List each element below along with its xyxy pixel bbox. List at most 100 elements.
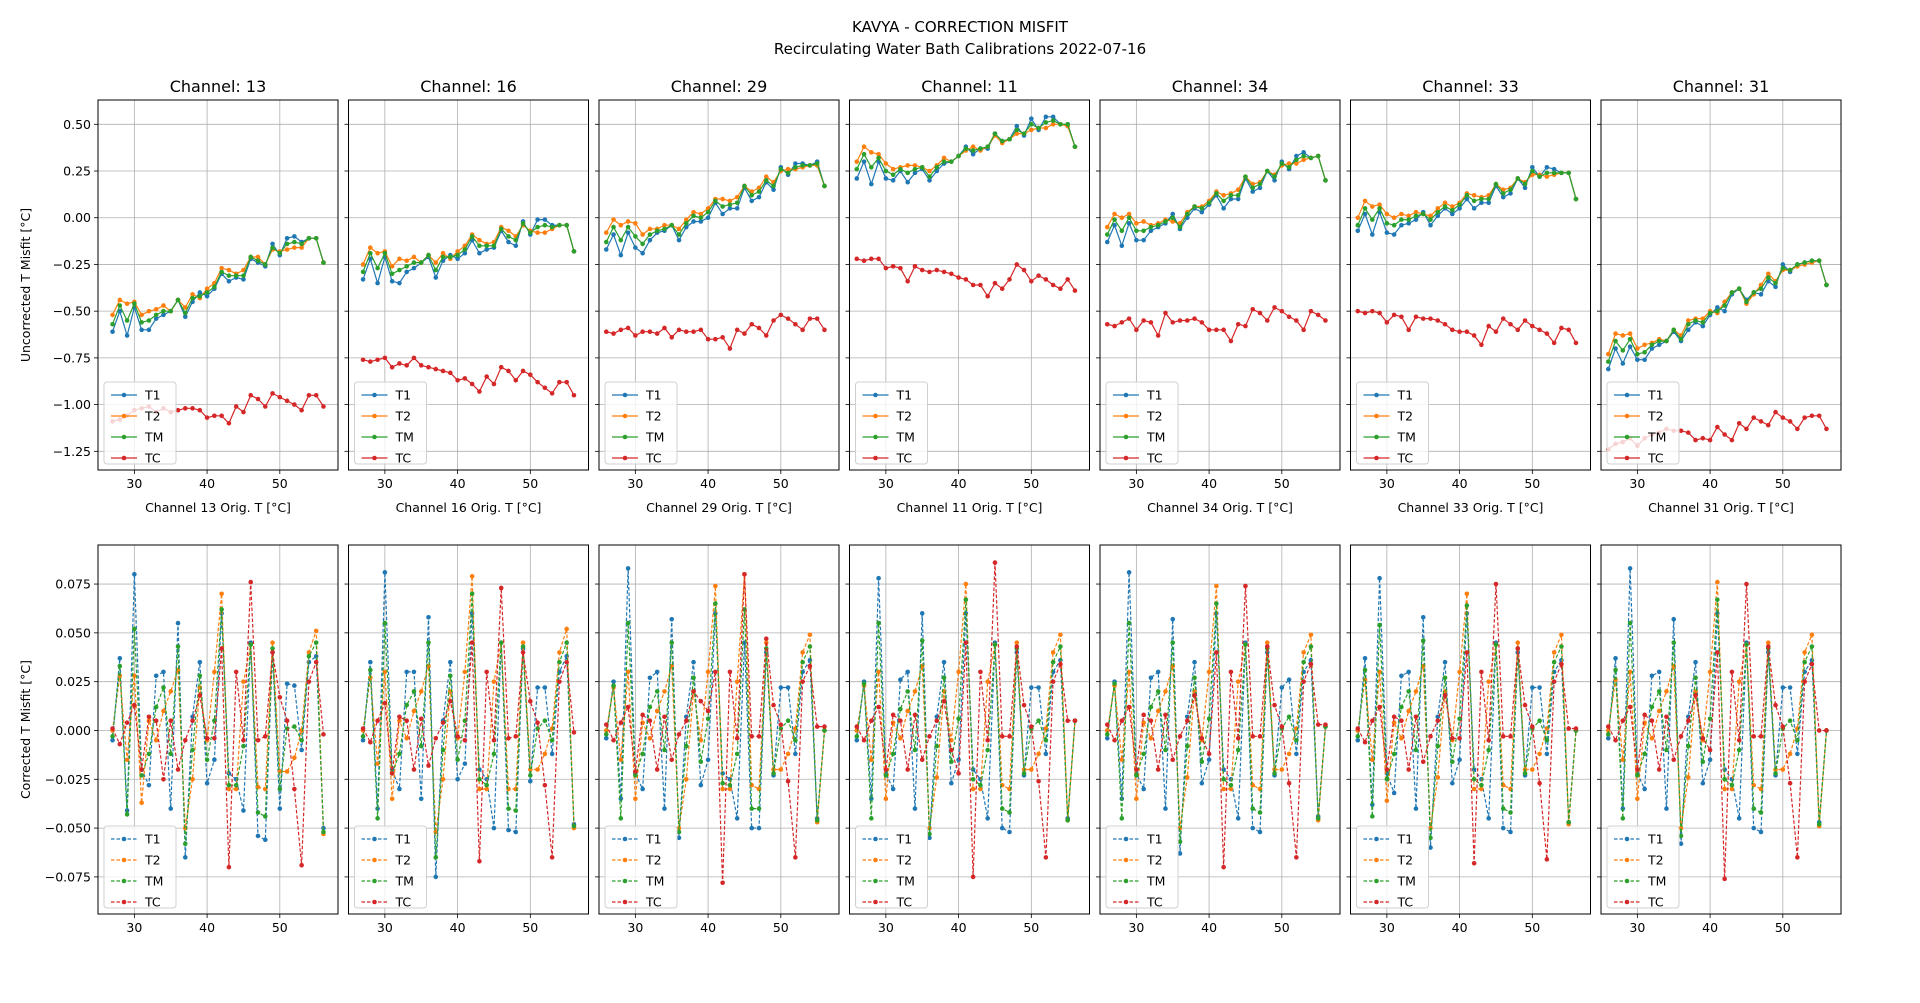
data-point [647, 718, 653, 724]
data-point [124, 812, 130, 817]
data-point [883, 161, 889, 166]
data-point [734, 751, 740, 757]
data-point [360, 734, 366, 739]
data-point [277, 694, 283, 700]
data-point [793, 321, 798, 327]
series-tm [110, 235, 326, 327]
series-line-tm [362, 222, 575, 275]
data-point [654, 708, 660, 714]
data-point [1715, 308, 1720, 314]
data-point [1384, 221, 1390, 226]
data-point [1605, 359, 1611, 364]
y-tick-label: −1.00 [53, 397, 91, 412]
data-point [1722, 303, 1727, 308]
data-point [1428, 835, 1433, 841]
data-point [876, 620, 881, 626]
y-tick-label: −0.75 [53, 350, 91, 365]
data-point [1370, 217, 1375, 222]
data-point [618, 816, 624, 821]
data-point [771, 183, 776, 189]
data-point [883, 773, 889, 778]
x-tick-label: 50 [773, 920, 789, 935]
data-point [382, 355, 388, 361]
data-point [941, 159, 947, 164]
data-point [1508, 829, 1513, 835]
series-tm [603, 601, 827, 835]
data-point [1043, 855, 1049, 860]
data-point [778, 722, 784, 727]
x-tick-label: 40 [700, 476, 716, 491]
data-point [1112, 681, 1117, 686]
x-tick-label: 40 [1452, 476, 1468, 491]
data-point [1206, 716, 1212, 722]
y-tick-label: 0.025 [55, 674, 91, 689]
data-point [1486, 196, 1491, 202]
data-point [477, 858, 482, 864]
data-point [1192, 693, 1197, 698]
data-point [284, 398, 290, 404]
series-t1 [1104, 150, 1328, 249]
data-point [360, 269, 366, 275]
data-point [912, 166, 918, 172]
data-point [742, 571, 747, 577]
data-point [528, 698, 533, 704]
data-point [270, 650, 275, 655]
legend-marker [372, 899, 377, 905]
data-point [1384, 776, 1390, 782]
data-point [647, 329, 653, 335]
legend-marker [1123, 899, 1129, 905]
data-point [433, 275, 439, 280]
data-point [1428, 222, 1433, 228]
data-point [226, 864, 232, 870]
data-point [1605, 735, 1611, 741]
data-point [970, 151, 976, 157]
data-point [734, 200, 740, 206]
data-point [168, 689, 174, 694]
data-point [1435, 206, 1441, 211]
data-point [1729, 776, 1735, 782]
data-point [625, 224, 631, 230]
data-point [1464, 603, 1470, 608]
data-point [433, 874, 439, 880]
data-point [1362, 655, 1368, 661]
data-point [1649, 704, 1655, 710]
legend-label: T2 [1397, 853, 1414, 868]
data-point [1264, 168, 1270, 174]
data-point [1199, 209, 1205, 215]
data-point [1155, 708, 1161, 714]
data-point [1642, 349, 1647, 355]
data-point [1635, 351, 1640, 357]
data-point [807, 163, 813, 168]
data-point [175, 407, 181, 413]
data-point [542, 230, 548, 235]
legend-label: T2 [395, 853, 412, 868]
data-point [1170, 757, 1176, 763]
data-point [397, 361, 402, 366]
data-point [611, 683, 616, 688]
data-point [1515, 176, 1521, 181]
data-point [382, 669, 388, 675]
data-point [1464, 650, 1470, 655]
data-point [1442, 659, 1448, 665]
legend-marker [873, 878, 878, 884]
data-point [1126, 704, 1132, 710]
data-point [153, 718, 159, 724]
panel-title: Channel: 31 [1673, 77, 1770, 96]
data-point [1029, 724, 1034, 729]
series-t1 [110, 571, 326, 860]
data-point [1500, 194, 1506, 200]
legend-label: T2 [1397, 409, 1414, 424]
data-point [705, 336, 711, 342]
legend-label: T2 [144, 409, 161, 424]
data-point [778, 685, 784, 690]
data-point [1765, 640, 1771, 645]
data-point [1605, 724, 1611, 729]
data-point [368, 250, 373, 256]
data-point [1693, 318, 1698, 323]
data-point [698, 219, 704, 224]
data-point [277, 394, 283, 400]
data-point [139, 773, 144, 778]
legend-box [1606, 381, 1680, 465]
